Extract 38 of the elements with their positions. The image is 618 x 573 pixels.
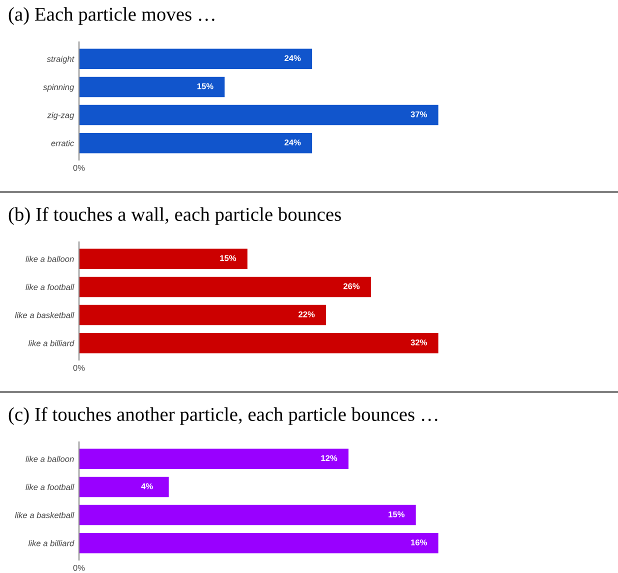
text: 0% xyxy=(73,364,85,371)
y-tick-label: like a basketball xyxy=(14,512,74,518)
data-label: 15% xyxy=(197,83,214,90)
data-label: 24% xyxy=(284,139,301,146)
text: 0% xyxy=(73,564,85,571)
bar xyxy=(79,533,438,554)
data-label: 37% xyxy=(410,111,427,118)
y-tick-label: spinning xyxy=(43,84,74,92)
y-tick-label: like a football xyxy=(26,284,74,290)
bar xyxy=(79,476,169,498)
y-tick-label: like a balloon xyxy=(26,256,74,262)
data-label: 15% xyxy=(388,511,405,518)
data-label: 12% xyxy=(321,455,338,462)
data-label: 26% xyxy=(343,283,360,290)
data-label: 22% xyxy=(298,311,315,318)
data-label: 32% xyxy=(410,339,427,346)
bar xyxy=(79,448,348,469)
y-tick-label: like a balloon xyxy=(26,456,74,462)
y-tick-label: erratic xyxy=(51,140,74,146)
y-tick-label: zig-zag xyxy=(47,112,74,120)
bar xyxy=(79,333,438,354)
bar xyxy=(79,504,416,526)
text: 0% xyxy=(73,164,85,171)
y-tick-label: like a billiard xyxy=(28,540,74,546)
data-label: 4% xyxy=(141,483,153,490)
bar xyxy=(79,248,248,269)
data-label: 15% xyxy=(220,255,236,262)
y-tick-label: like a basketball xyxy=(14,312,74,318)
chart-title: (b) If touches a wall, each particle bounces xyxy=(8,207,341,225)
chart-title: (a) Each particle moves … xyxy=(8,7,214,25)
data-label: 24% xyxy=(284,55,301,62)
bar xyxy=(79,276,371,298)
y-tick-label: like a billiard xyxy=(28,340,74,346)
y-tick-label: straight xyxy=(46,56,74,64)
bar xyxy=(79,304,326,326)
chart-title: (c) If touches another particle, each particle bounces … xyxy=(8,407,438,425)
y-tick-label: like a football xyxy=(26,484,74,490)
data-label: 16% xyxy=(411,539,427,546)
